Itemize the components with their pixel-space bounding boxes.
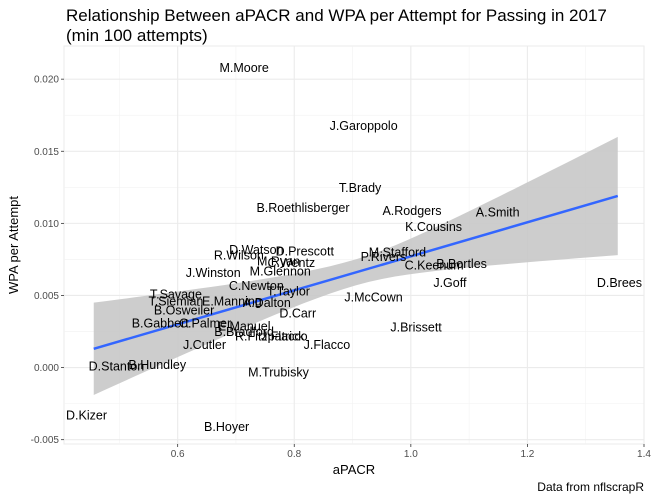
point-label: A.Smith xyxy=(476,205,520,219)
point-label: B.Hundley xyxy=(128,358,186,372)
chart-title: Relationship Between aPACR and WPA per A… xyxy=(66,6,646,46)
point-label: C.Wentz xyxy=(267,256,315,270)
point-label: E.Manuel xyxy=(218,319,271,333)
point-label: B.Bradford xyxy=(214,325,274,339)
x-tick-label: 1.2 xyxy=(520,449,534,460)
point-label: J.Cutler xyxy=(183,338,226,352)
x-tick-label: 1.4 xyxy=(637,449,651,460)
y-axis-ticks: -0.005 0.000 0.005 0.010 0.015 0.020 xyxy=(31,75,64,446)
point-label: C.Keenum xyxy=(405,259,464,273)
point-label: D.Carr xyxy=(279,306,316,320)
point-label: R.Fitzpatrick xyxy=(235,329,305,343)
point-label: C.Palmer xyxy=(179,316,231,330)
point-label: M.Moore xyxy=(219,61,268,75)
point-label: M.Stafford xyxy=(369,246,426,260)
x-tick-label: 0.6 xyxy=(171,449,185,460)
y-axis-title: WPA per Attempt xyxy=(6,196,21,294)
point-labels: M.Moore J.Garoppolo T.Brady B.Roethlisberge… xyxy=(66,61,642,434)
y-tick-label: 0.015 xyxy=(34,147,59,158)
point-label: E.Manning xyxy=(202,295,262,309)
point-label: J.McCown xyxy=(344,290,402,304)
chart-caption: Data from nflscrapR xyxy=(537,480,644,494)
point-label: J.Garoppolo xyxy=(330,119,398,133)
point-label: J.Flacco xyxy=(304,338,351,352)
point-label: A.Rodgers xyxy=(382,204,441,218)
point-label: K.Cousins xyxy=(405,220,462,234)
y-tick-label: 0.010 xyxy=(34,219,59,230)
point-label: A.Dalton xyxy=(243,296,291,310)
point-label: J.Flacco xyxy=(261,329,308,343)
point-label: D.Stanton xyxy=(89,360,145,374)
point-label: P.Rivers xyxy=(361,250,407,264)
point-label: T.Savage xyxy=(150,288,202,302)
point-label: J.Brissett xyxy=(390,321,442,335)
trend-line xyxy=(93,194,619,351)
point-label: M.Ryan xyxy=(257,254,300,268)
confidence-band xyxy=(93,136,618,395)
point-label: J.Goff xyxy=(433,276,467,290)
trend-line-layer xyxy=(93,194,619,351)
x-axis-ticks: 0.6 0.8 1.0 1.2 1.4 xyxy=(171,444,651,460)
point-label: B.Hoyer xyxy=(204,420,249,434)
point-label: C.Newton xyxy=(229,279,284,293)
point-label: D.Watson xyxy=(229,243,283,257)
point-label: M.Trubisky xyxy=(248,365,309,379)
point-label: T.Brady xyxy=(339,181,382,195)
point-label: B.Osweiler xyxy=(154,303,214,317)
chart-title-line-1: Relationship Between aPACR and WPA per A… xyxy=(66,6,607,25)
y-tick-label: 0.000 xyxy=(34,363,59,374)
point-label: B.Gabbert xyxy=(132,316,190,330)
y-tick-label: 0.005 xyxy=(34,291,59,302)
point-label: B.Roethlisberger xyxy=(256,201,349,215)
point-label: T.Siemian xyxy=(148,295,203,309)
chart-title-line-2: (min 100 attempts) xyxy=(66,26,208,45)
x-tick-label: 0.8 xyxy=(287,449,301,460)
y-tick-label: 0.020 xyxy=(34,75,59,86)
y-tick-label: -0.005 xyxy=(31,435,60,446)
point-label: B.Bortles xyxy=(436,257,487,271)
point-label: M.Glennon xyxy=(250,264,311,278)
point-label: D.Kizer xyxy=(66,409,107,423)
x-axis-title: aPACR xyxy=(333,462,375,477)
point-label: J.Winston xyxy=(186,266,241,280)
point-label: D.Brees xyxy=(597,276,642,290)
x-tick-label: 1.0 xyxy=(404,449,418,460)
point-label: D.Prescott xyxy=(276,244,335,258)
confidence-band-layer xyxy=(93,136,618,395)
point-label: T.Taylor xyxy=(267,285,310,299)
point-label: R.Wilson xyxy=(214,249,264,263)
